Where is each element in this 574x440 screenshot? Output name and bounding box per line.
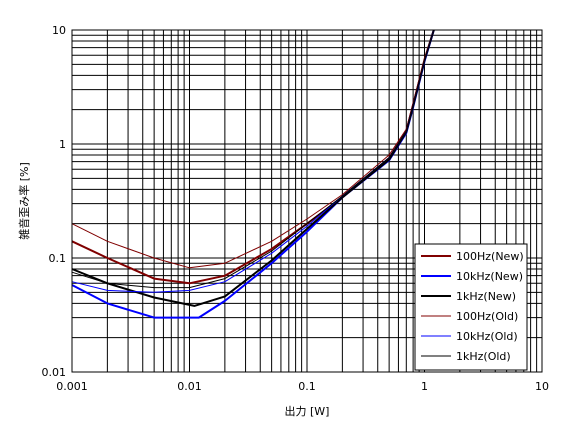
legend-entry: 10kHz(New) xyxy=(456,270,523,283)
x-tick-label: 1 xyxy=(421,380,428,393)
legend-entry: 100Hz(New) xyxy=(456,250,524,263)
plot-frame xyxy=(71,29,543,373)
legend-entry: 1kHz(Old) xyxy=(456,350,511,363)
series-line-100hz-new xyxy=(71,29,435,285)
series-line-100hz-old xyxy=(71,29,435,269)
series-line-10khz-old xyxy=(71,29,435,293)
legend-entry: 1kHz(New) xyxy=(456,290,516,303)
y-axis-label: 雑音歪み率 [%] xyxy=(17,162,31,240)
legend: 100Hz(New) 10kHz(New) 1kHz(New) 100Hz(Old) 1… xyxy=(414,243,528,371)
y-tick-label: 1 xyxy=(59,138,66,151)
x-axis-label: 出力 [W] xyxy=(285,404,330,418)
x-tick-label: 0.001 xyxy=(56,380,88,393)
y-tick-label: 0.1 xyxy=(49,252,67,265)
legend-box xyxy=(414,243,528,371)
series-line-1khz-old xyxy=(71,29,435,289)
x-tick-label: 0.1 xyxy=(298,380,316,393)
legend-entry: 100Hz(Old) xyxy=(456,310,518,323)
y-tick-label: 10 xyxy=(52,24,66,37)
legend-entry: 10kHz(Old) xyxy=(456,330,518,343)
x-tick-label: 0.01 xyxy=(177,380,202,393)
x-tick-label: 10 xyxy=(535,380,549,393)
y-tick-label: 0.01 xyxy=(42,366,67,379)
series-layer xyxy=(71,29,435,319)
